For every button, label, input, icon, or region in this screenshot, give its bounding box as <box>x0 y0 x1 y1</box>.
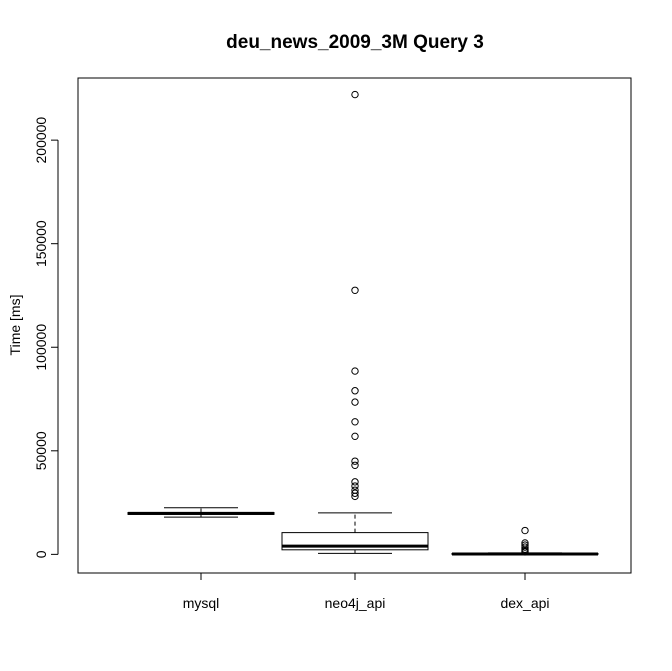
outlier-point <box>521 526 529 535</box>
outlier-point <box>521 548 529 556</box>
y-tick-label: 150000 <box>33 220 49 267</box>
outlier-point <box>351 492 359 501</box>
x-tick-label: neo4j_api <box>325 595 386 611</box>
outlier-point <box>351 461 359 470</box>
outlier-point <box>351 478 359 486</box>
box-dex_api <box>451 526 599 556</box>
plot-frame <box>77 77 632 574</box>
boxes <box>127 90 599 556</box>
y-axis-label: Time [ms] <box>7 295 23 356</box>
box-mysql <box>127 507 275 518</box>
outlier-point <box>351 482 359 490</box>
y-tick-label: 200000 <box>33 117 49 164</box>
y-tick-label: 0 <box>33 550 49 558</box>
outlier-point <box>351 418 359 426</box>
outlier-point <box>351 286 359 294</box>
outlier-point <box>351 457 359 465</box>
outlier-point <box>351 387 359 395</box>
y-axis: 0 50000 100000 150000 200000 <box>33 117 59 558</box>
x-axis: mysql neo4j_api dex_api <box>183 572 550 611</box>
box-neo4j_api <box>281 90 429 554</box>
x-tick-label: mysql <box>183 595 220 611</box>
y-tick-label: 50000 <box>33 431 49 470</box>
x-tick-label: dex_api <box>500 595 549 611</box>
outlier-point <box>351 367 359 375</box>
chart-title: deu_news_2009_3M Query 3 <box>226 32 484 53</box>
outlier-point <box>521 543 529 551</box>
y-tick-label: 100000 <box>33 324 49 371</box>
outlier-point <box>351 432 359 441</box>
outlier-point <box>351 90 359 99</box>
outlier-point <box>351 398 359 406</box>
outlier-point <box>351 489 359 497</box>
